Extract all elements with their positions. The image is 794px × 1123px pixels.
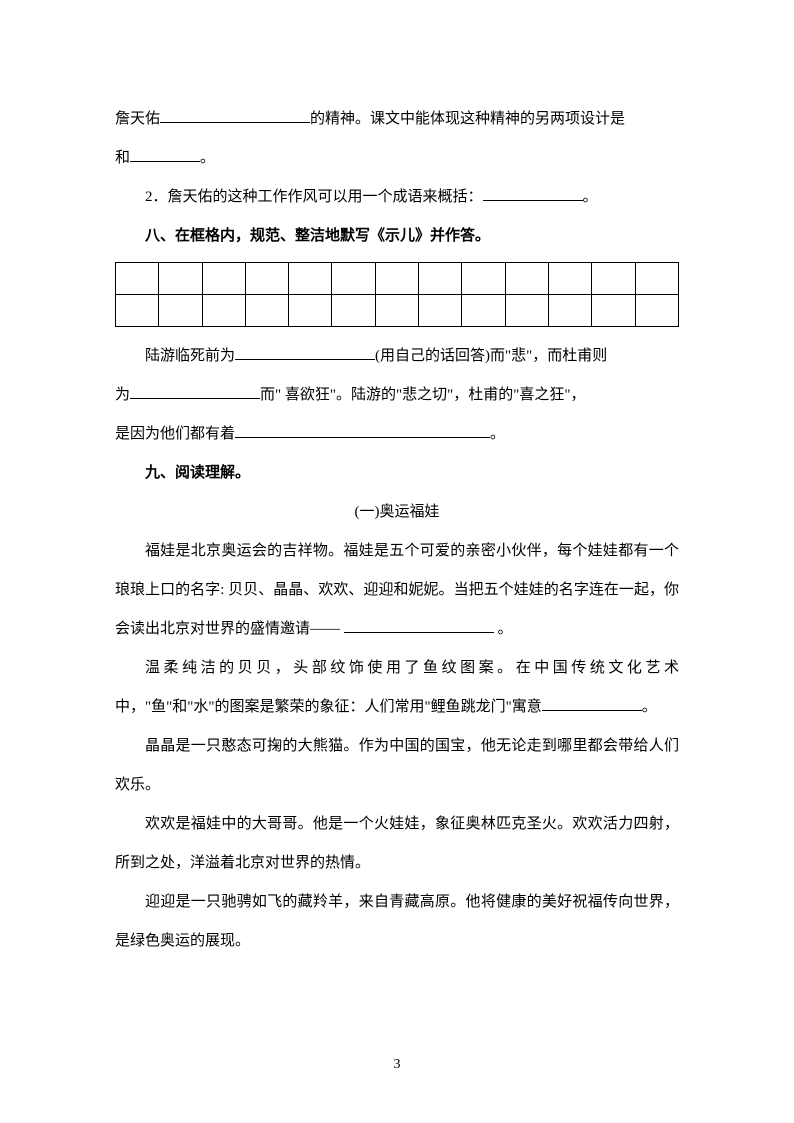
grid-cell[interactable] [159,295,202,327]
paragraph-8: 温柔纯洁的贝贝，头部纹饰使用了鱼纹图案。在中国传统文化艺术中，"鱼"和"水"的图… [115,649,679,727]
reading-title-1: (一)奥运福娃 [115,493,679,532]
grid-cell[interactable] [419,263,462,295]
heading-text: 八、在框格内，规范、整洁地默写《示儿》并作答。 [145,228,490,244]
page-number-text: 3 [394,1057,401,1072]
blank-field[interactable] [130,384,260,399]
grid-cell[interactable] [375,295,418,327]
paragraph-10: 欢欢是福娃中的大哥哥。他是一个火娃娃，象征奥林匹克圣火。欢欢活力四射，所到之处，… [115,805,679,883]
grid-cell[interactable] [635,295,678,327]
grid-row [116,263,679,295]
text: 为 [115,387,130,403]
text: 是因为他们都有着 [115,426,235,442]
paragraph-5: 为 而" 喜欲狂"。陆游的"悲之切"，杜甫的"喜之狂"， [115,376,679,415]
grid-cell[interactable] [289,295,332,327]
paragraph-9: 晶晶是一只憨态可掬的大熊猫。作为中国的国宝，他无论走到哪里都会带给人们欢乐。 [115,727,679,805]
heading-8: 八、在框格内，规范、整洁地默写《示儿》并作答。 [115,217,679,256]
paragraph-11: 迎迎是一只驰骋如飞的藏羚羊，来自青藏高原。他将健康的美好祝福传向世界，是绿色奥运… [115,883,679,961]
text: 。 [583,189,598,205]
grid-cell[interactable] [462,263,505,295]
blank-field[interactable] [483,186,583,201]
paragraph-7: 福娃是北京奥运会的吉祥物。福娃是五个可爱的亲密小伙伴，每个娃娃都有一个琅琅上口的… [115,532,679,649]
grid-cell[interactable] [548,295,591,327]
grid-cell[interactable] [505,263,548,295]
blank-field[interactable] [344,618,494,633]
grid-cell[interactable] [159,263,202,295]
grid-cell[interactable] [245,295,288,327]
grid-cell[interactable] [419,295,462,327]
text: 欢欢是福娃中的大哥哥。他是一个火娃娃，象征奥林匹克圣火。欢欢活力四射，所到之处，… [115,816,679,871]
grid-cell[interactable] [202,295,245,327]
title-text: (一)奥运福娃 [355,504,440,520]
page-number: 3 [0,1047,794,1083]
text: 。 [642,699,657,715]
grid-cell[interactable] [592,295,635,327]
text: 晶晶是一只憨态可掬的大熊猫。作为中国的国宝，他无论走到哪里都会带给人们欢乐。 [115,738,679,793]
text: 而" 喜欲狂"。陆游的"悲之切"，杜甫的"喜之狂"， [260,387,586,403]
text: 。 [490,426,505,442]
grid-cell[interactable] [375,263,418,295]
paragraph-6: 是因为他们都有着 。 [115,415,679,454]
writing-grid-table [115,262,679,327]
blank-field[interactable] [542,696,642,711]
text: 陆游临死前为 [145,348,235,364]
grid-cell[interactable] [245,263,288,295]
blank-field[interactable] [235,423,490,438]
text: 的精神。课文中能体现这种精神的另两项设计是 [310,111,625,127]
grid-cell[interactable] [505,295,548,327]
grid-cell[interactable] [116,295,159,327]
paragraph-4: 陆游临死前为 (用自己的话回答)而"悲"，而杜甫则 [115,337,679,376]
grid-cell[interactable] [548,263,591,295]
grid-row [116,295,679,327]
paragraph-3: 2．詹天佑的这种工作作风可以用一个成语来概括： 。 [115,178,679,217]
grid-cell[interactable] [116,263,159,295]
blank-field[interactable] [130,147,200,162]
heading-9: 九、阅读理解。 [115,454,679,493]
paragraph-2: 和。 [115,139,679,178]
text: 詹天佑 [115,111,160,127]
heading-text: 九、阅读理解。 [145,465,250,481]
text: 和 [115,150,130,166]
text: 2．詹天佑的这种工作作风可以用一个成语来概括： [145,189,483,205]
text: 迎迎是一只驰骋如飞的藏羚羊，来自青藏高原。他将健康的美好祝福传向世界，是绿色奥运… [115,894,679,949]
text: 。 [494,621,513,637]
text: (用自己的话回答)而"悲"，而杜甫则 [375,348,607,364]
grid-cell[interactable] [635,263,678,295]
text: 。 [200,150,215,166]
blank-field[interactable] [235,345,375,360]
grid-body [116,263,679,327]
grid-cell[interactable] [289,263,332,295]
grid-cell[interactable] [462,295,505,327]
grid-cell[interactable] [332,263,375,295]
grid-cell[interactable] [332,295,375,327]
grid-cell[interactable] [592,263,635,295]
grid-cell[interactable] [202,263,245,295]
blank-field[interactable] [160,108,310,123]
paragraph-1: 詹天佑 的精神。课文中能体现这种精神的另两项设计是 [115,100,679,139]
